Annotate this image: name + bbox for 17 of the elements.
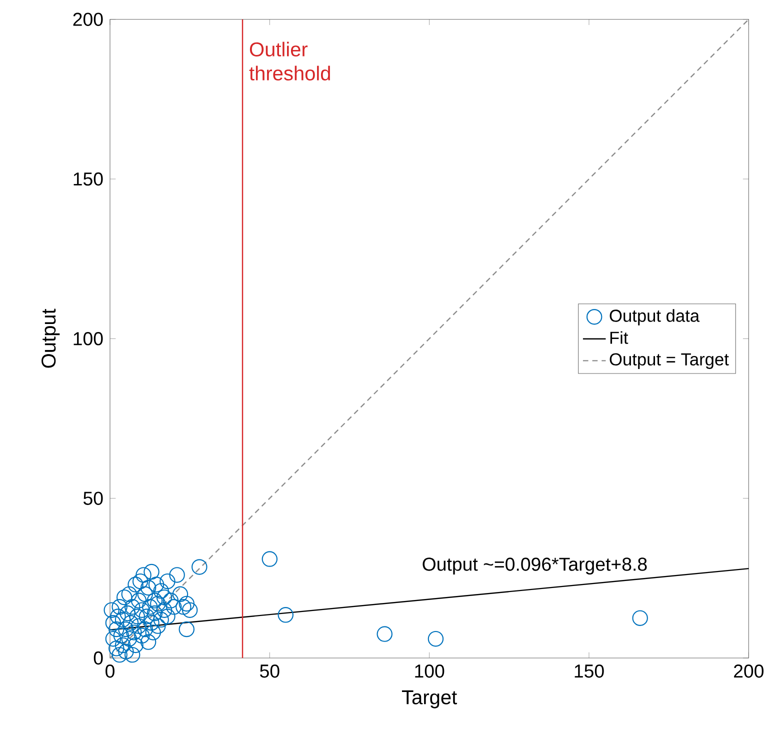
y-tick-label: 0 <box>94 651 103 665</box>
x-axis-title: Target <box>402 690 457 708</box>
legend-label: Output = Target <box>610 353 729 369</box>
y-tick-label: 100 <box>74 332 103 346</box>
legend-label: Output data <box>610 309 700 326</box>
x-tick-label: 150 <box>574 664 604 678</box>
x-tick-label: 100 <box>415 664 444 678</box>
x-tick-label: 0 <box>106 664 114 678</box>
y-tick-label: 50 <box>84 492 103 505</box>
annotation: Output ~=0.096*Target+8.8 <box>422 558 647 575</box>
x-tick-label: 200 <box>734 664 764 678</box>
y-tick-label: 150 <box>74 172 103 186</box>
legend-label: Fit <box>610 331 628 344</box>
y-tick-label: 200 <box>73 12 103 26</box>
x-tick-label: 50 <box>260 664 280 678</box>
ref-line-label: Outlier threshold <box>249 42 330 80</box>
y-axis-title: Output <box>42 308 60 368</box>
